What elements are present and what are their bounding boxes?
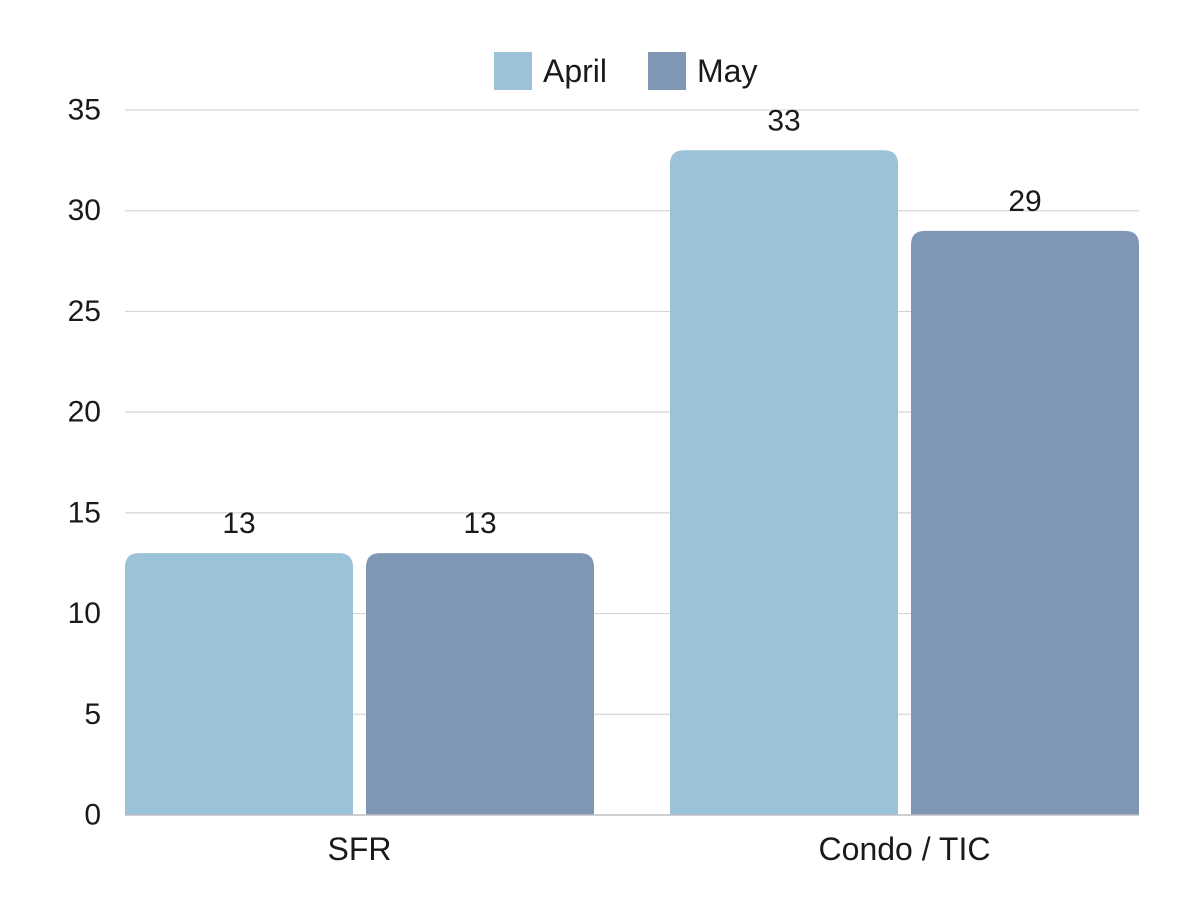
legend-label-april: April (543, 53, 607, 89)
y-tick-label: 35 (68, 94, 101, 127)
x-tick-label: Condo / TIC (819, 831, 991, 867)
data-label: 13 (222, 507, 255, 540)
legend-label-may: May (697, 53, 757, 89)
bar-april-condo-tic (670, 150, 898, 816)
data-label: 29 (1008, 185, 1041, 218)
y-tick-label: 10 (68, 597, 101, 630)
y-tick-label: 30 (68, 194, 101, 227)
y-tick-label: 25 (68, 295, 101, 328)
legend-swatch-april (494, 52, 532, 90)
y-tick-label: 5 (84, 698, 101, 731)
bar-may-condo-tic (911, 230, 1139, 815)
label-layer: 13 13 33 29 (222, 104, 1041, 540)
x-tick-label: SFR (328, 831, 392, 867)
y-tick-label: 20 (68, 396, 101, 429)
data-label: 13 (463, 507, 496, 540)
y-tick-label: 15 (68, 496, 101, 529)
bar-layer (125, 150, 1139, 816)
legend: April May (494, 52, 757, 90)
axis-layer: 0 5 10 15 20 25 30 35 SFR Condo / TIC (68, 94, 1139, 867)
legend-swatch-may (648, 52, 686, 90)
bar-may-sfr (366, 553, 594, 815)
y-tick-label: 0 (84, 799, 101, 832)
data-label: 33 (767, 104, 800, 137)
bar-april-sfr (125, 553, 353, 815)
